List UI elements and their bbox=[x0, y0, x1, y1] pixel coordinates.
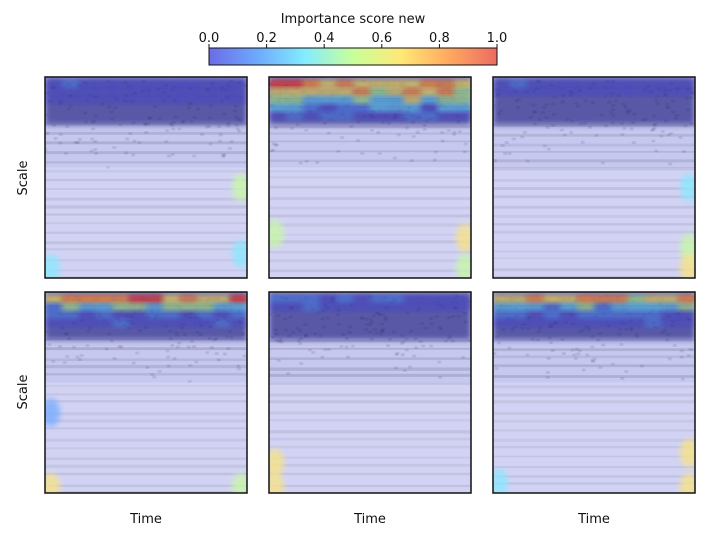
heatmap-panel-3 bbox=[492, 76, 696, 279]
colorbar bbox=[208, 47, 498, 66]
panel-frame bbox=[492, 291, 696, 494]
panel-frame bbox=[268, 76, 472, 279]
colorbar-tick-label: 1.0 bbox=[487, 31, 508, 46]
xlabel-col-1: Time bbox=[129, 512, 162, 527]
panel-frame bbox=[492, 76, 696, 279]
colorbar-ticks: 0.0 0.2 0.4 0.6 0.8 1.0 bbox=[199, 31, 508, 48]
xlabel-col-2: Time bbox=[353, 512, 386, 527]
colorbar-tick-label: 0.2 bbox=[256, 31, 277, 46]
panel-frame bbox=[268, 291, 472, 494]
heatmap-panel-4 bbox=[44, 291, 248, 494]
colorbar-tick-label: 0.6 bbox=[371, 31, 392, 46]
heatmap-panels bbox=[44, 76, 696, 494]
ylabel-row-1: Scale bbox=[16, 161, 31, 196]
ylabel-row-2: Scale bbox=[16, 375, 31, 410]
heatmap-panel-5 bbox=[268, 291, 472, 494]
panel-frame bbox=[44, 291, 248, 494]
colorbar-tick-label: 0.0 bbox=[199, 31, 220, 46]
colorbar-tick-label: 0.8 bbox=[429, 31, 450, 46]
colorbar-title: Importance score new bbox=[281, 12, 426, 27]
panel-frame bbox=[44, 76, 248, 279]
heatmap-panel-1 bbox=[44, 76, 248, 279]
colorbar-tick-label: 0.4 bbox=[314, 31, 335, 46]
heatmap-panel-2 bbox=[268, 76, 472, 279]
xlabel-col-3: Time bbox=[577, 512, 610, 527]
heatmap-panel-6 bbox=[492, 291, 696, 494]
